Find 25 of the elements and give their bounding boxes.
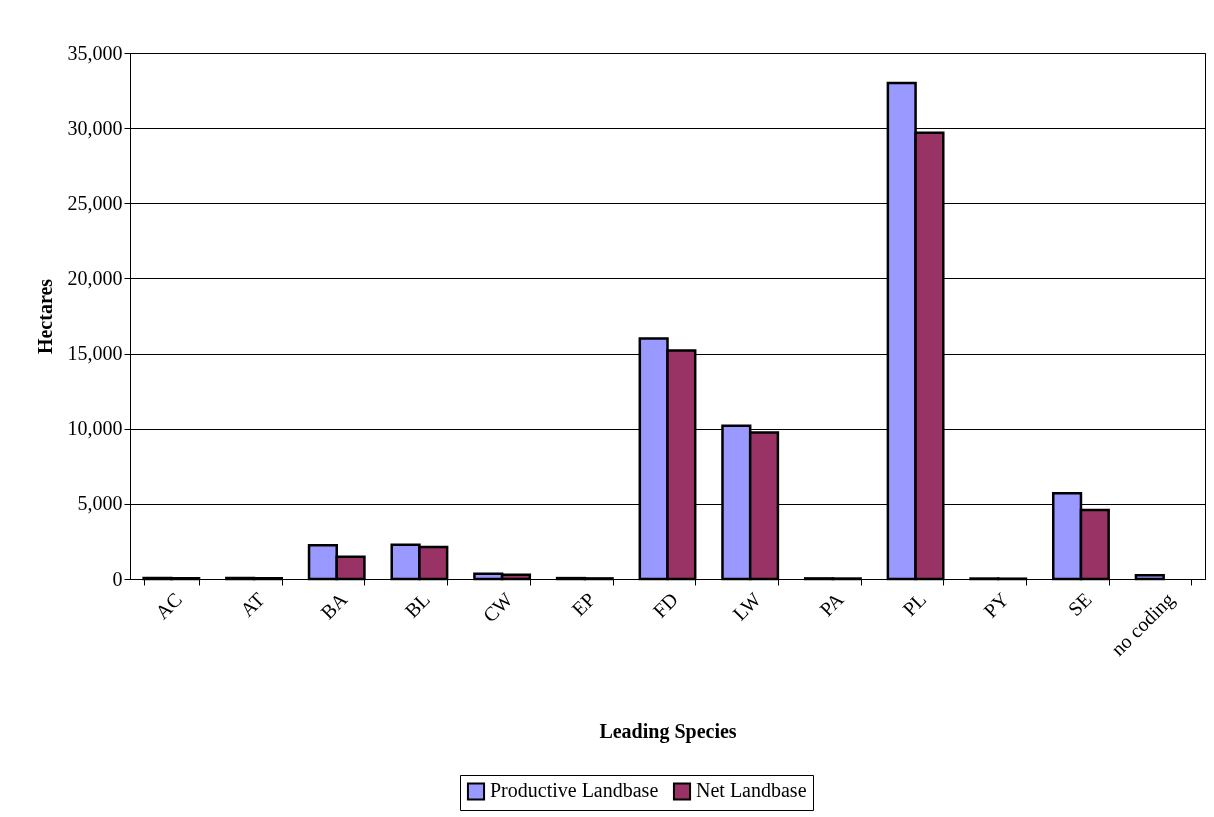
x-tick-label: SE: [1063, 588, 1096, 621]
y-axis-title: Hectares: [33, 278, 56, 355]
x-axis-title: Leading Species: [599, 719, 737, 743]
x-tick-label: LW: [728, 588, 765, 625]
x-tick-label: AC: [150, 588, 186, 624]
y-tick-label: 25,000: [67, 191, 123, 214]
legend-label: Net Landbase: [696, 779, 807, 802]
y-tick-label: 10,000: [67, 417, 123, 440]
x-tick-label: EP: [567, 588, 600, 621]
x-tick-label: BA: [316, 587, 352, 624]
x-tick-label: BL: [400, 588, 435, 622]
y-tick-label: 5,000: [77, 492, 123, 515]
y-tick-label: 20,000: [67, 266, 123, 289]
x-tick-label: PY: [979, 588, 1013, 622]
bar: [1134, 573, 1165, 581]
x-tick-label: AT: [235, 588, 269, 621]
x-tick-label: PL: [898, 588, 931, 621]
legend-label: Productive Landbase: [490, 779, 659, 802]
y-tick-label: 15,000: [67, 342, 123, 365]
x-tick-label: FD: [648, 588, 683, 622]
y-tick-label: 30,000: [67, 116, 123, 139]
y-tick-label: 0: [112, 567, 123, 590]
x-tick-label: CW: [478, 588, 517, 627]
y-tick-label: 35,000: [67, 41, 123, 64]
x-tick-label: PA: [815, 587, 848, 621]
